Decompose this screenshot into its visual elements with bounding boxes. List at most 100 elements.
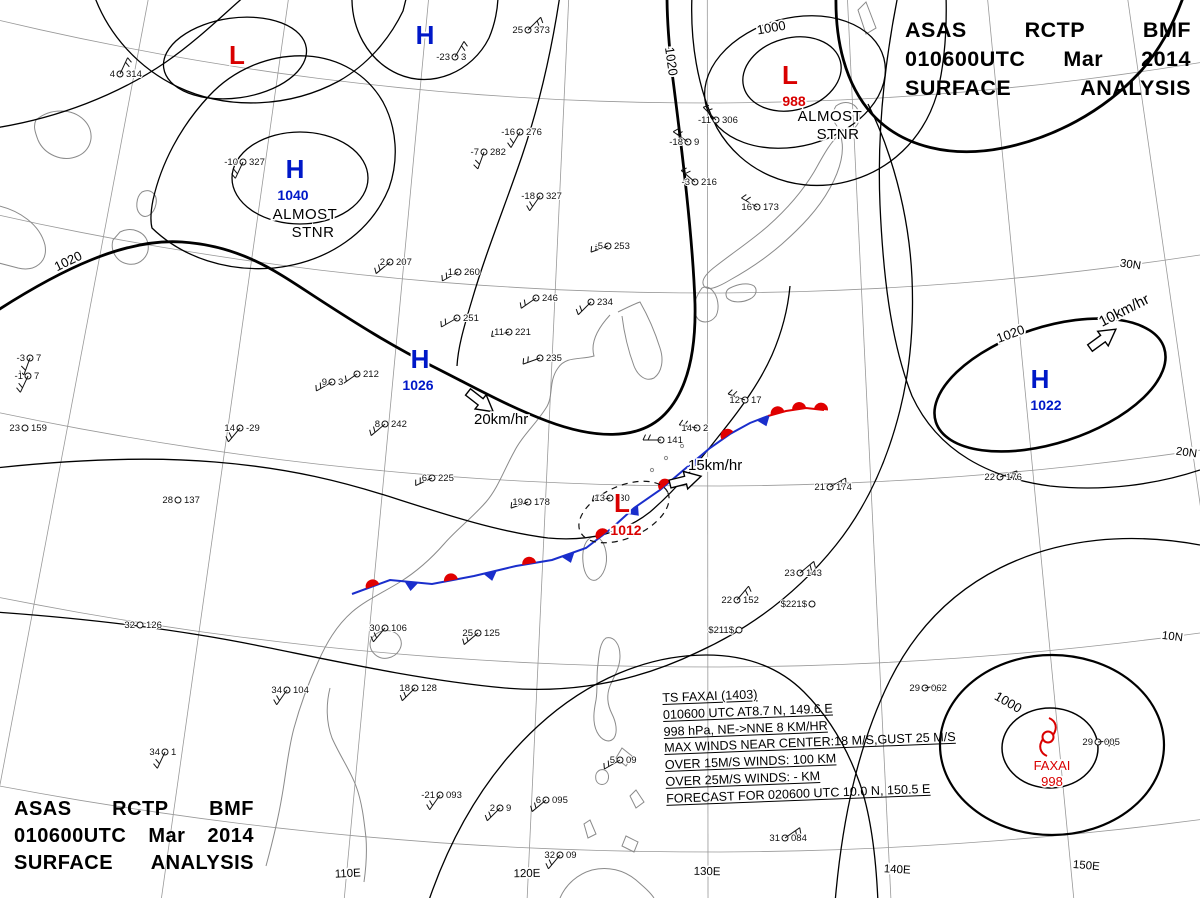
station-value-left: 14	[224, 423, 235, 434]
tropical-storm-info: TS FAXAI (1403) 010600 UTC AT8.7 N, 149.…	[662, 676, 1026, 807]
station-value-left: 25	[512, 25, 523, 36]
station-plot: 23 143	[783, 561, 823, 580]
front-layer	[351, 402, 828, 595]
pressure-letter: L	[614, 488, 630, 518]
wind-barb-tick	[231, 173, 236, 179]
graticule-degree-label: 110E	[335, 867, 362, 880]
wind-barb-tick	[741, 194, 747, 199]
station-value-left: 22	[721, 595, 732, 606]
station-value-left: 34	[149, 747, 160, 758]
coastline-indochina	[326, 687, 367, 883]
wind-barb-tick	[378, 264, 381, 271]
meridian-line	[343, 0, 429, 898]
station-value-right: 173	[763, 202, 779, 213]
isobar-closed	[1001, 707, 1099, 789]
warm-front-marker	[814, 402, 828, 411]
coastline-island	[595, 769, 609, 785]
station-value-left: 25	[462, 628, 473, 639]
station-value-left: 6	[422, 473, 427, 484]
wind-barb-tick	[463, 41, 468, 47]
wind-barb-shaft	[441, 317, 458, 328]
graticule-degree-label: 30N	[1119, 258, 1142, 273]
station-plot: 29 062	[908, 682, 947, 695]
station-plot: 29 005	[1081, 736, 1120, 749]
wind-barb-shaft	[522, 357, 541, 365]
station-value-left: 12	[729, 395, 740, 406]
title-line-3: SURFACE ANALYSIS	[14, 850, 254, 877]
almost-stnr-note: STNR	[292, 224, 335, 241]
terrain-blob	[0, 205, 46, 270]
wind-barb-tick	[677, 131, 683, 135]
station-value-right: 242	[391, 419, 407, 430]
station-value-right: 314	[126, 69, 142, 80]
warm-front-marker	[658, 478, 671, 491]
terrain-blob	[34, 110, 92, 159]
wind-barb-shaft	[799, 561, 815, 574]
station-value-right: 104	[293, 685, 309, 696]
isobar-1000-closed	[938, 653, 1166, 837]
wind-barb-tick	[462, 638, 465, 645]
wind-barb-tick	[315, 384, 317, 392]
station-value-left: 19	[512, 497, 523, 508]
wind-barb-shaft	[604, 759, 621, 770]
wind-barb-shaft	[228, 427, 241, 443]
cold-front-marker	[756, 415, 770, 427]
wind-barb-tick	[369, 429, 372, 436]
station-value-left: 11	[494, 327, 504, 338]
cold-front-marker	[561, 552, 575, 563]
wind-barb-shaft	[590, 245, 609, 253]
station-value-right: 225	[438, 473, 454, 484]
station-value-right: 276	[526, 127, 542, 138]
station-plot: 234	[575, 296, 614, 316]
station-plot: $221$	[780, 598, 816, 611]
wind-barb-tick	[591, 495, 595, 502]
meridian-line	[847, 0, 892, 898]
wind-barb-tick	[809, 564, 812, 571]
station-value-right: 152	[743, 595, 759, 606]
developing-low-dashed-ellipse	[578, 480, 670, 544]
station-value-left: $211$	[708, 625, 734, 636]
terrain-blob	[136, 190, 157, 217]
motion-arrow-icon	[1086, 328, 1118, 353]
storm-pressure-label: 998	[1041, 774, 1063, 789]
station-value-right: 207	[396, 257, 412, 268]
station-value-right: 246	[542, 293, 558, 304]
wind-barb-tick	[319, 382, 322, 389]
parallel-line	[0, 215, 1200, 294]
wind-barb-shaft	[234, 161, 244, 179]
station-value-left: -7	[471, 147, 479, 158]
station-value-left: 9	[322, 377, 327, 388]
wind-barb-tick	[545, 863, 549, 870]
wind-barb-tick	[523, 299, 526, 306]
wind-barb-shaft	[341, 373, 358, 385]
station-plot: -10 327	[223, 156, 266, 179]
station-value-right: 327	[546, 191, 562, 202]
coastline-philippines	[593, 637, 621, 742]
title-line-1: ASAS RCTP BMF	[905, 16, 1191, 45]
parallel-line	[0, 412, 1200, 487]
wind-barb-shaft	[577, 301, 592, 316]
cold-front-marker	[404, 581, 419, 591]
title-line-2: 010600UTC Mar 2014	[905, 45, 1191, 74]
warm-front-marker	[792, 402, 807, 411]
pressure-value: 1012	[610, 522, 641, 538]
title-word: 2014	[1141, 47, 1191, 71]
station-value-right: 176	[1006, 472, 1022, 483]
isobar	[456, 0, 560, 367]
title-word: BMF	[1142, 18, 1191, 42]
isobar-thick	[834, 0, 1184, 154]
station-value-right: 126	[146, 620, 162, 631]
station-value-right: 306	[722, 115, 738, 126]
isobar	[429, 654, 879, 898]
wind-barb-shaft	[316, 381, 333, 392]
coastline-borneo	[559, 867, 655, 898]
wind-barb-shaft	[373, 627, 386, 643]
wind-barb-tick	[680, 167, 687, 171]
system-motion: 20km/hr	[464, 387, 530, 430]
wind-barb-tick	[153, 763, 158, 769]
wind-barb-tick	[155, 758, 160, 765]
